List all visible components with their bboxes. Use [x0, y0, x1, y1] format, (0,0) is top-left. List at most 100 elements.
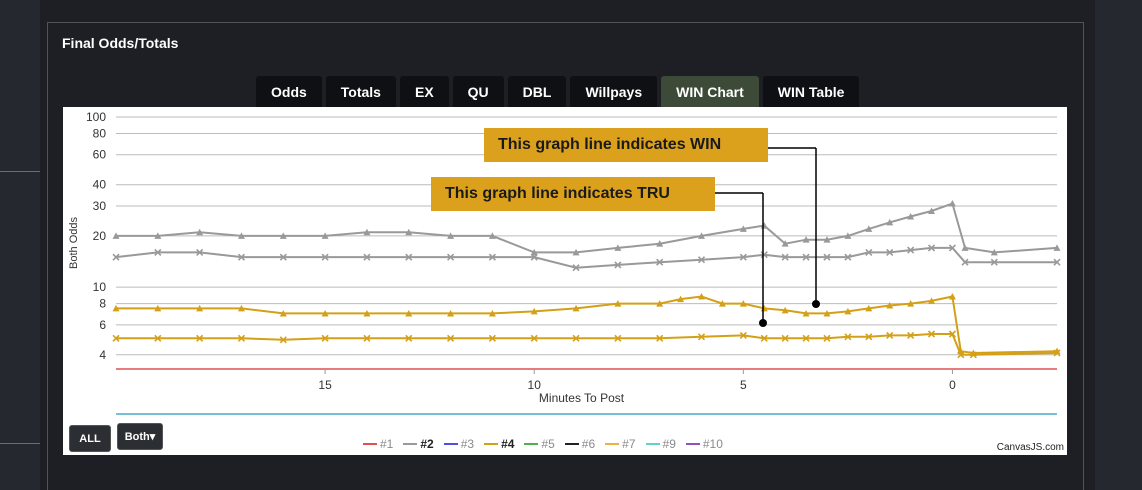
data-point — [279, 253, 287, 261]
y-tick-label: 8 — [99, 297, 106, 311]
data-point — [927, 244, 936, 252]
legend-swatch — [645, 443, 660, 445]
data-point — [886, 301, 894, 309]
data-point — [112, 334, 120, 342]
chart-credit: CanvasJS.com — [996, 442, 1064, 453]
data-point — [237, 232, 245, 239]
data-point — [781, 334, 789, 342]
legend-swatch — [685, 443, 700, 445]
data-point — [990, 258, 998, 266]
legend-item[interactable]: #1 — [363, 437, 393, 451]
chart-legend: #1 #2 #3 #4 #5 #6 #7 #9 #10 — [363, 437, 723, 451]
tab-totals[interactable]: Totals — [325, 76, 396, 107]
legend-swatch — [443, 443, 458, 445]
data-point — [614, 261, 622, 269]
data-point — [196, 304, 204, 312]
data-point — [865, 333, 873, 341]
legend-label: #7 — [622, 437, 636, 451]
y-axis-title: Both Odds — [68, 217, 80, 269]
data-point — [907, 331, 915, 339]
x-tick-label: 15 — [318, 378, 332, 392]
legend-item[interactable]: #7 — [605, 437, 636, 451]
data-point — [656, 334, 664, 342]
data-point — [948, 200, 956, 207]
legend-swatch — [403, 443, 418, 445]
data-point — [279, 309, 287, 317]
tab-dbl[interactable]: DBL — [507, 76, 567, 107]
data-point — [907, 213, 915, 220]
legend-item[interactable]: #6 — [564, 437, 596, 451]
data-point — [405, 228, 413, 236]
data-point — [488, 334, 496, 342]
chart-canvas: 4 6 8 10 20 30 40 60 80 100 15 10 5 0 Minutes To Post B… — [68, 110, 1061, 415]
legend-item[interactable]: #3 — [443, 437, 475, 451]
data-point — [488, 309, 496, 317]
legend-swatch — [605, 443, 620, 445]
side-rule — [0, 443, 62, 444]
y-tick-label: 10 — [93, 280, 107, 294]
data-point — [405, 253, 413, 261]
y-tick-label: 60 — [93, 148, 107, 162]
legend-item[interactable]: #4 — [484, 437, 514, 451]
data-point — [447, 334, 455, 342]
tab-willpays[interactable]: Willpays — [570, 76, 658, 107]
tab-ex[interactable]: EX — [399, 76, 449, 107]
data-point — [154, 304, 162, 312]
all-button[interactable]: ALL — [69, 425, 111, 452]
legend-swatch — [524, 443, 539, 445]
legend-label: #3 — [460, 437, 475, 451]
tab-odds[interactable]: Odds — [256, 76, 322, 107]
data-point — [948, 244, 957, 252]
tab-win-chart[interactable]: WIN Chart — [661, 76, 759, 107]
y-tick-label: 100 — [86, 110, 106, 124]
data-point — [154, 248, 162, 256]
data-point — [447, 309, 455, 317]
data-point — [279, 336, 287, 344]
x-tick-label: 0 — [949, 378, 956, 392]
legend-item[interactable]: #5 — [524, 437, 555, 451]
callout-win: This graph line indicates WIN — [484, 128, 768, 162]
data-point — [928, 207, 936, 215]
data-point — [614, 300, 622, 307]
both-dropdown[interactable]: Both▾ — [117, 423, 163, 450]
data-point — [656, 300, 664, 307]
tab-win-table[interactable]: WIN Table — [762, 76, 860, 107]
x-tick-label: 10 — [528, 378, 542, 392]
data-point — [961, 244, 969, 251]
data-point — [865, 248, 873, 256]
data-point — [656, 240, 664, 247]
data-point — [1053, 258, 1061, 266]
legend-swatch — [363, 443, 377, 445]
legend-item[interactable]: #2 — [403, 437, 434, 451]
data-point — [739, 225, 747, 232]
data-point — [886, 248, 894, 256]
data-point — [530, 253, 538, 261]
data-point — [196, 334, 204, 342]
legend-label: #5 — [541, 437, 555, 451]
callout-win-dot — [812, 300, 820, 308]
data-point — [1053, 244, 1061, 251]
y-tick-label: 40 — [93, 178, 107, 192]
data-point — [572, 264, 580, 272]
data-point — [698, 293, 706, 300]
data-point — [614, 334, 622, 342]
y-tick-label: 30 — [93, 199, 107, 213]
legend-item[interactable]: #9 — [645, 437, 676, 451]
panel-title: Final Odds/Totals — [62, 35, 179, 51]
data-point — [488, 232, 496, 239]
data-point — [957, 351, 965, 359]
data-point — [656, 258, 664, 266]
data-point — [530, 334, 538, 342]
y-tick-label: 20 — [93, 229, 107, 243]
data-point — [447, 232, 455, 239]
data-point — [677, 295, 685, 303]
data-point — [112, 304, 120, 312]
data-point — [572, 248, 580, 256]
tab-qu[interactable]: QU — [452, 76, 504, 107]
legend-item[interactable]: #10 — [685, 437, 723, 451]
win-chart: 4 6 8 10 20 30 40 60 80 100 15 10 5 0 Minutes To Post B… — [63, 107, 1067, 455]
data-point — [321, 309, 329, 317]
data-point — [321, 334, 329, 342]
legend-label: #6 — [581, 437, 596, 451]
data-point — [405, 309, 413, 317]
